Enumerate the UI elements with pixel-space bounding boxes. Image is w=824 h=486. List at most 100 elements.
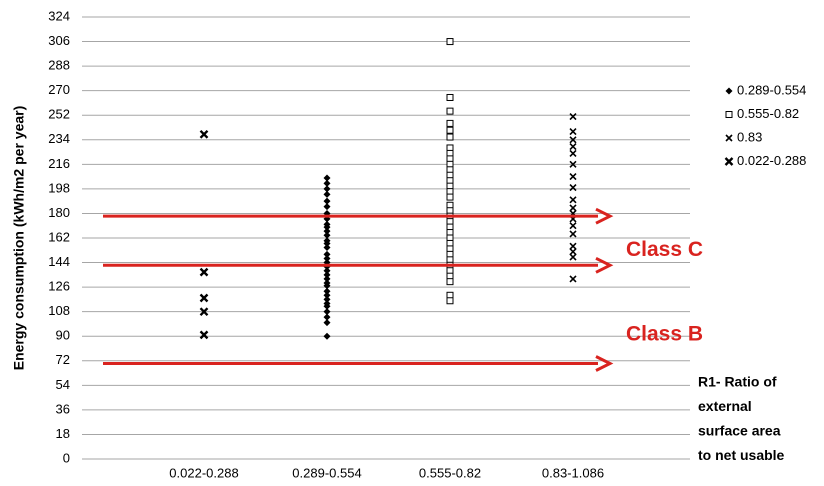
data-point — [323, 203, 331, 211]
marker-shape — [323, 267, 331, 275]
marker-shape — [323, 275, 331, 283]
y-tick-label: 234 — [48, 131, 70, 146]
y-tick-label: 72 — [56, 352, 70, 367]
data-point — [569, 230, 577, 238]
data-point — [323, 239, 331, 247]
marker-shape — [569, 149, 577, 157]
data-point — [323, 227, 331, 235]
marker-shape — [323, 174, 331, 182]
x-axis-label: R1- Ratio of — [698, 374, 777, 390]
data-point — [569, 113, 577, 121]
marker-shape — [569, 222, 577, 230]
data-point — [199, 267, 209, 277]
marker-shape — [323, 319, 331, 327]
marker-shape — [199, 293, 209, 303]
marker-shape — [323, 197, 331, 205]
marker-shape — [569, 183, 577, 192]
data-point — [569, 136, 577, 144]
marker-shape — [323, 302, 331, 310]
marker-shape — [446, 126, 454, 134]
marker-shape — [725, 134, 733, 142]
x-tick-label: 0.289-0.554 — [292, 465, 361, 480]
reference-arrow — [103, 355, 614, 372]
y-tick-label: 90 — [56, 328, 70, 343]
data-point — [569, 248, 577, 256]
data-point — [446, 126, 454, 134]
marker-shape — [569, 136, 577, 144]
legend-label: 0.289-0.554 — [737, 82, 806, 97]
data-point — [323, 197, 331, 205]
marker-shape — [569, 128, 577, 136]
y-tick-label: 252 — [48, 107, 70, 122]
marker-shape — [446, 107, 454, 115]
marker-shape — [725, 111, 733, 118]
marker-shape — [323, 250, 331, 258]
data-point — [323, 254, 331, 262]
marker-shape — [569, 230, 577, 238]
data-point — [323, 179, 331, 187]
reference-arrow — [103, 256, 614, 274]
y-tick-label: 306 — [48, 33, 70, 48]
y-tick-label: 216 — [48, 156, 70, 171]
marker-shape — [446, 193, 454, 201]
marker-shape — [323, 308, 331, 316]
legend-marker — [724, 157, 734, 166]
arrow-head — [595, 207, 614, 225]
legend-label: 0.83 — [737, 129, 762, 144]
data-point — [446, 133, 454, 141]
data-point — [323, 223, 331, 231]
marker-shape — [323, 282, 331, 290]
data-point — [199, 330, 209, 340]
data-point — [323, 313, 331, 321]
marker-shape — [446, 38, 454, 46]
data-point — [323, 267, 331, 275]
marker-shape — [446, 93, 454, 101]
marker-shape — [323, 287, 331, 295]
marker-shape — [323, 332, 331, 340]
y-tick-label: 324 — [48, 8, 70, 23]
data-point — [323, 295, 331, 303]
data-point — [199, 129, 209, 139]
legend-label: 0.022-0.288 — [737, 153, 806, 168]
marker-shape — [323, 203, 331, 211]
marker-shape — [569, 248, 577, 256]
data-point — [323, 302, 331, 310]
reference-arrow — [103, 207, 614, 225]
marker-shape — [569, 113, 577, 121]
marker-shape — [323, 271, 331, 279]
marker-shape — [323, 244, 331, 252]
marker-shape — [199, 330, 209, 340]
marker-shape — [323, 291, 331, 299]
marker-shape — [446, 133, 454, 141]
legend-marker — [725, 87, 733, 95]
marker-shape — [323, 239, 331, 247]
y-tick-label: 288 — [48, 58, 70, 73]
data-point — [446, 93, 454, 101]
data-point — [446, 297, 454, 305]
data-point — [446, 119, 454, 127]
arrow-head — [595, 355, 614, 372]
data-point — [569, 149, 577, 157]
data-point — [569, 183, 577, 192]
marker-shape — [323, 313, 331, 321]
class-label: Class C — [626, 238, 703, 261]
x-axis-label: to net usable — [698, 447, 785, 463]
legend-marker — [725, 111, 733, 118]
data-point — [569, 128, 577, 136]
marker-shape — [569, 196, 577, 204]
data-point — [323, 185, 331, 193]
data-point — [569, 204, 577, 212]
data-point — [323, 174, 331, 182]
data-point — [323, 190, 331, 198]
class-label: Class B — [626, 322, 703, 345]
marker-shape — [569, 173, 577, 181]
marker-shape — [323, 179, 331, 187]
marker-shape — [199, 267, 209, 277]
marker-shape — [199, 129, 209, 139]
marker-shape — [569, 160, 577, 168]
legend-marker — [725, 134, 733, 142]
data-point — [446, 107, 454, 115]
y-tick-label: 144 — [48, 254, 70, 269]
marker-shape — [323, 227, 331, 235]
x-axis-label: surface area — [698, 423, 781, 439]
